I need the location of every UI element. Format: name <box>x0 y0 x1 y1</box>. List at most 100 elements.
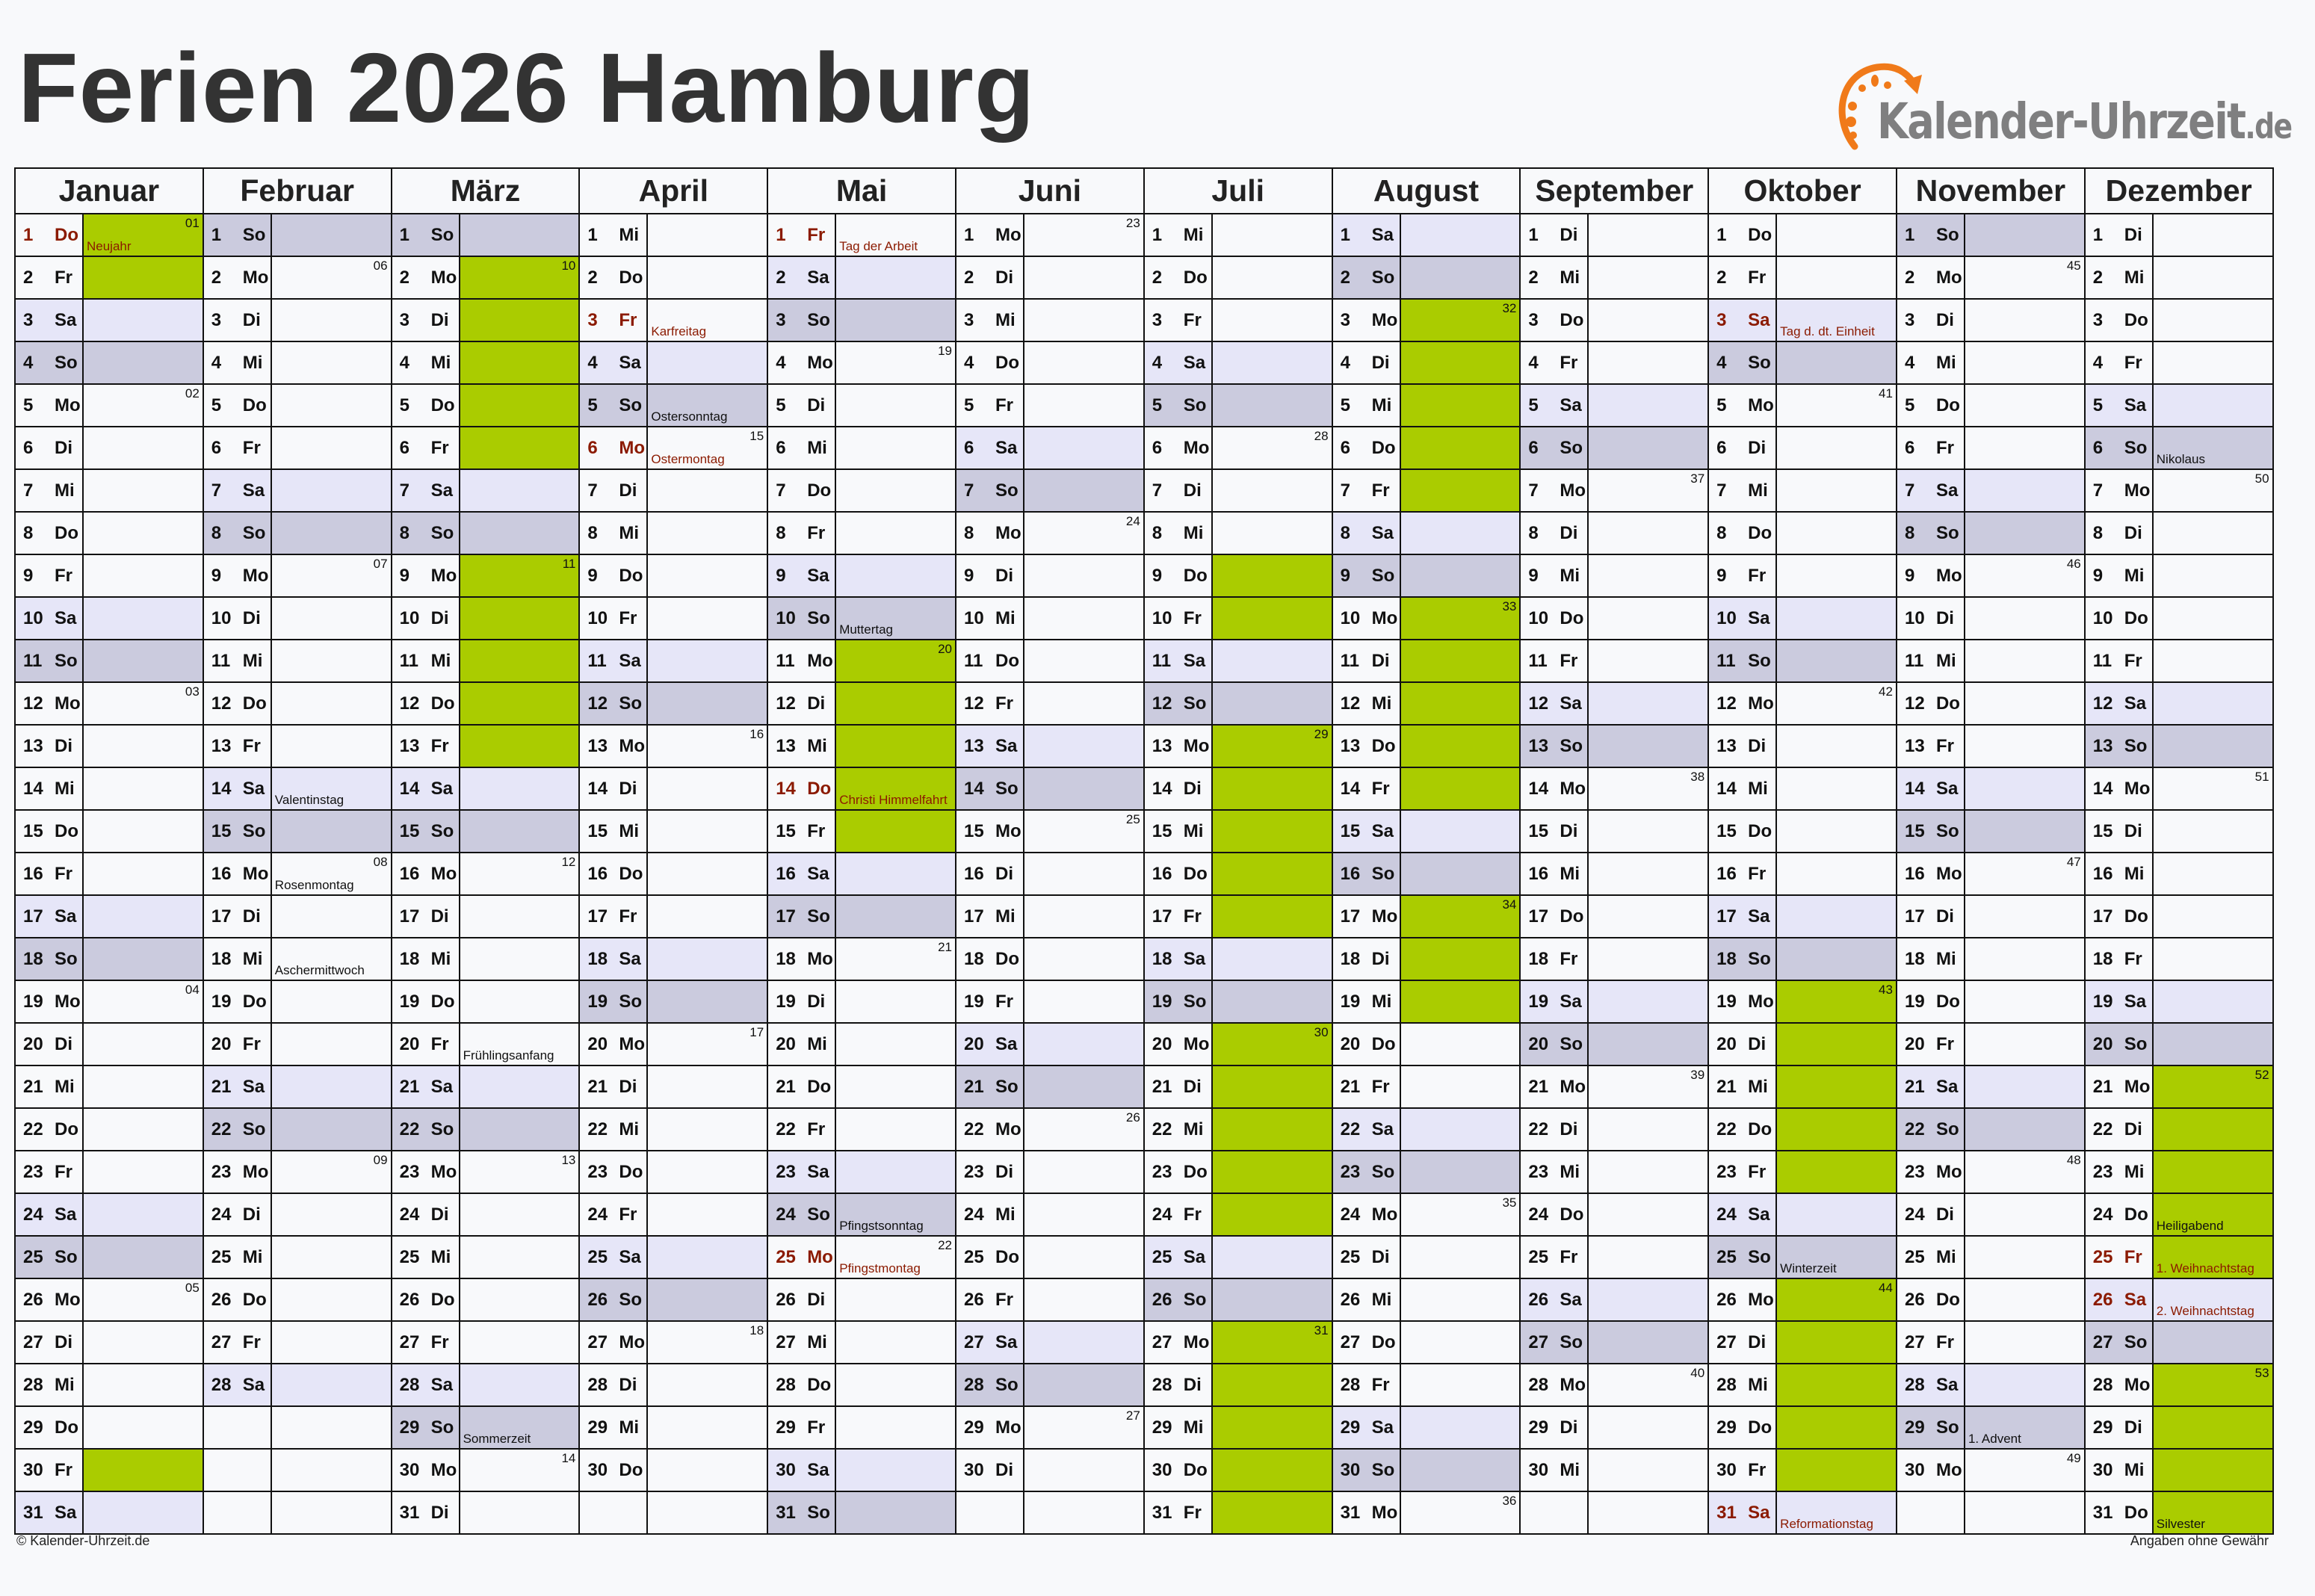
day-cell: 20 Di <box>1709 1024 1778 1065</box>
note-cell: 51 <box>2154 768 2272 809</box>
weekday: So <box>1935 1119 1959 1139</box>
day-cell: 20 Fr <box>204 1024 272 1065</box>
note-cell: Heiligabend <box>2153 1194 2272 1235</box>
day-number: 8 <box>399 523 409 543</box>
weekday: Mo <box>619 1332 646 1352</box>
weekday: Mi <box>1748 1077 1768 1097</box>
note-cell <box>272 1322 391 1363</box>
day-number: 10 <box>1904 608 1925 628</box>
day-cell: 26 So <box>1144 1279 1213 1320</box>
holiday-label: Karfreitag <box>651 324 707 338</box>
day-number: 12 <box>2092 693 2113 714</box>
day-number: 21 <box>963 1077 984 1097</box>
weekday: So <box>1560 1034 1583 1054</box>
note-cell <box>1024 683 1143 724</box>
day-number: 4 <box>1716 353 1727 373</box>
note-cell <box>1400 981 1520 1022</box>
weekday: Do <box>619 1460 643 1480</box>
day-number: 13 <box>1340 736 1361 756</box>
day-row: 20 Sa <box>956 1024 1143 1066</box>
note-cell <box>1589 1492 1707 1533</box>
day-number: 30 <box>1340 1460 1361 1480</box>
day-number: 20 <box>776 1034 796 1054</box>
day-row: 22 Mi <box>1144 1109 1332 1151</box>
day-cell: 2 Fr <box>1709 257 1778 298</box>
day-cell: 9 Fr <box>16 555 84 596</box>
day-cell: 4 Mo <box>768 342 837 383</box>
day-row: 2 Mo 10 <box>392 257 579 300</box>
day-row: 17 Mo 34 <box>1332 896 1520 938</box>
week-number: 05 <box>185 1281 200 1295</box>
week-number: 14 <box>561 1451 576 1465</box>
day-cell: 9 Mi <box>2086 555 2154 596</box>
note-cell: 31 <box>1212 1322 1332 1363</box>
day-row: 29 Do <box>16 1407 203 1450</box>
day-row: 2 Mi <box>1521 257 1708 300</box>
day-number: 14 <box>23 779 43 799</box>
day-row: 17 Fr <box>580 896 767 938</box>
weekday: Mi <box>995 608 1016 628</box>
day-row: 12 Di <box>768 683 955 726</box>
day-row: 9 Do <box>1144 555 1332 598</box>
day-row: 24 Fr <box>1144 1194 1332 1237</box>
weekday: Do <box>1935 992 1960 1012</box>
weekday: Sa <box>430 1077 453 1097</box>
note-cell <box>460 385 579 426</box>
weekday: Mo <box>1183 736 1210 756</box>
week-number: 44 <box>1879 1281 1893 1295</box>
day-row: 1 So <box>392 214 579 257</box>
day-row: 24 Mo 35 <box>1332 1194 1520 1237</box>
weekday: So <box>1935 225 1959 245</box>
day-number: 7 <box>211 480 222 501</box>
note-cell: Frühlingsanfang <box>460 1024 579 1065</box>
note-cell <box>1024 1024 1143 1065</box>
day-cell: 27 So <box>1521 1322 1589 1363</box>
day-cell: 21 Sa <box>392 1066 460 1107</box>
weekday: Do <box>807 1077 832 1097</box>
note-cell: Karfreitag <box>648 300 767 341</box>
note-cell <box>1589 726 1708 767</box>
day-cell: 22 Fr <box>768 1109 837 1150</box>
day-number: 1 <box>1340 225 1350 245</box>
weekday: Sa <box>1560 693 1582 714</box>
day-row: 23 Fr <box>1709 1151 1896 1194</box>
day-cell: 31 Sa <box>16 1492 84 1533</box>
day-row: 20 Mo 17 <box>580 1024 767 1066</box>
event-label: Pfingstsonntag <box>839 1219 924 1233</box>
day-number: 5 <box>1340 395 1350 415</box>
weekday: Di <box>995 566 1013 586</box>
weekday: Sa <box>995 438 1018 458</box>
event-label: 1. Advent <box>1968 1432 2021 1446</box>
day-cell <box>204 1492 272 1533</box>
day-number: 9 <box>776 566 786 586</box>
note-cell <box>648 981 767 1022</box>
note-cell: 25 <box>1024 811 1143 852</box>
day-cell: 5 Do <box>1897 385 1965 426</box>
day-number: 19 <box>1716 992 1737 1012</box>
day-number: 10 <box>776 608 796 628</box>
day-row: 27 So <box>1521 1322 1708 1364</box>
note-cell <box>1777 1407 1896 1448</box>
note-cell <box>1400 342 1520 383</box>
weekday: Do <box>430 395 455 415</box>
weekday: So <box>995 480 1019 501</box>
note-cell <box>1400 1407 1520 1448</box>
note-cell <box>1024 1194 1143 1235</box>
day-cell: 17 Mo <box>1333 896 1401 937</box>
note-cell <box>648 1279 767 1320</box>
day-number: 4 <box>1340 353 1350 373</box>
note-cell <box>836 726 955 767</box>
day-number: 28 <box>1152 1375 1172 1395</box>
weekday: So <box>1371 1162 1395 1182</box>
day-row: 6 Fr <box>392 427 579 470</box>
day-row: 30 Fr <box>1709 1450 1896 1492</box>
weekday: Sa <box>1560 992 1582 1012</box>
note-cell <box>2153 981 2272 1022</box>
day-cell: 2 Fr <box>16 257 84 298</box>
day-number: 16 <box>1528 864 1549 884</box>
weekday: Mi <box>1183 523 1204 543</box>
day-number: 16 <box>211 864 232 884</box>
day-cell: 25 Di <box>1333 1237 1401 1278</box>
day-number: 2 <box>2092 267 2104 288</box>
weekday: Di <box>1371 1247 1390 1267</box>
